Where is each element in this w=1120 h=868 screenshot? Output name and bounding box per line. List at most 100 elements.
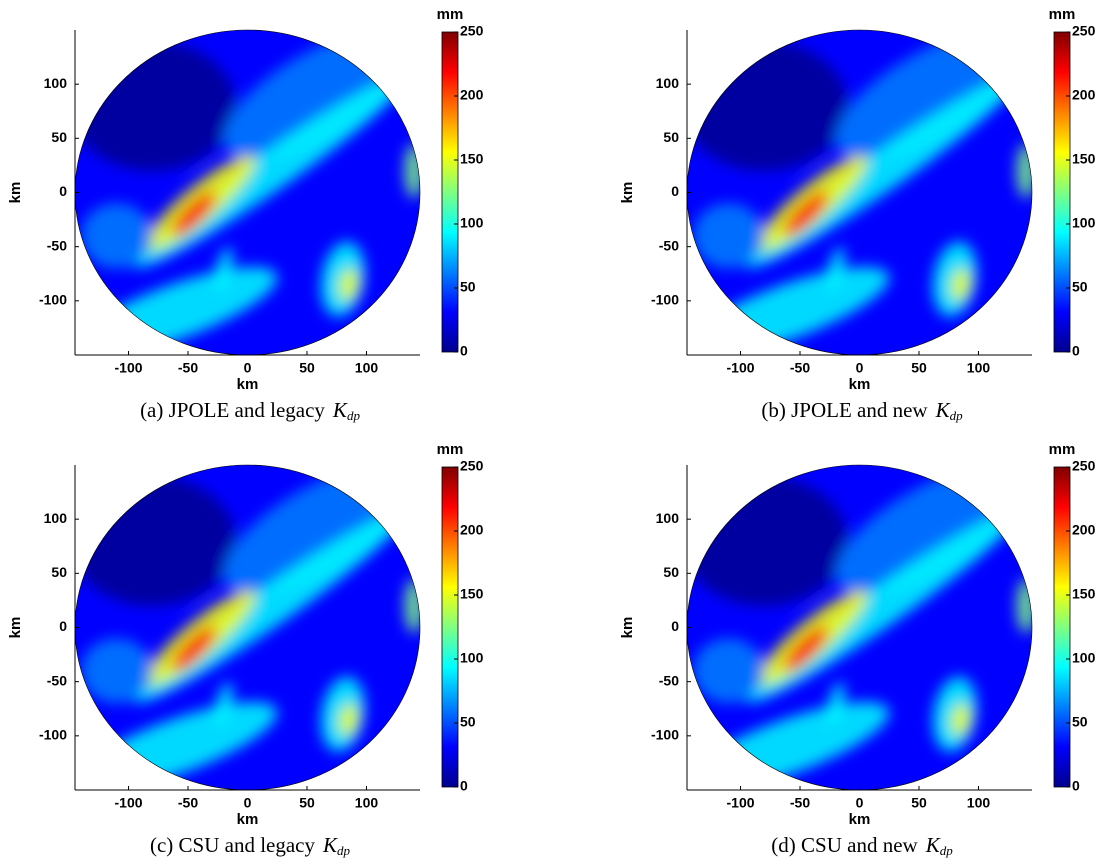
y-tick-label: 0 — [671, 183, 679, 199]
field-blob — [75, 475, 236, 606]
field-blob — [783, 627, 829, 672]
colorbar-tick-label: 100 — [1072, 650, 1096, 666]
y-tick-label: -50 — [659, 237, 679, 253]
y-tick-label: 50 — [51, 564, 67, 580]
caption: (d) CSU and new Kdp — [771, 833, 953, 858]
field-blob — [687, 40, 848, 171]
y-axis-label: km — [619, 617, 636, 639]
y-tick-label: 100 — [656, 75, 680, 91]
colorbar-tick-label: 0 — [1072, 778, 1080, 794]
caption-text: (a) JPOLE and legacy — [140, 398, 325, 422]
colorbar-tick-label: 200 — [460, 522, 484, 538]
colorbar-tick-label: 50 — [1072, 279, 1088, 295]
x-tick-label: -50 — [178, 360, 198, 376]
field-blob — [692, 203, 765, 269]
y-tick-label: 100 — [656, 510, 680, 526]
colorbar — [441, 31, 459, 353]
y-tick-label: -50 — [47, 672, 67, 688]
radar-field — [687, 465, 1032, 790]
field-blob — [404, 578, 420, 633]
y-tick-label: -100 — [39, 727, 67, 743]
colorbar-tick-label: 0 — [1072, 343, 1080, 359]
caption-symbol: K — [925, 833, 941, 857]
field-blob — [214, 247, 233, 290]
colorbar-tick-label: 150 — [460, 586, 484, 602]
x-axis-label: km — [237, 376, 259, 393]
field-blob — [950, 703, 971, 736]
caption-text: (d) CSU and new — [771, 833, 918, 857]
field-blob — [80, 203, 153, 269]
x-tick-label: -100 — [727, 795, 755, 811]
caption-symbol: K — [332, 398, 348, 422]
field-blob — [171, 192, 217, 237]
x-tick-label: 50 — [299, 360, 315, 376]
radar-field — [75, 465, 420, 790]
x-tick-label: 100 — [967, 360, 991, 376]
y-tick-label: -50 — [659, 672, 679, 688]
field-blob — [692, 638, 765, 704]
field-blob — [826, 682, 845, 725]
x-tick-label: -50 — [790, 795, 810, 811]
x-tick-label: 0 — [244, 795, 252, 811]
colorbar-tick-label: 200 — [1072, 522, 1096, 538]
x-tick-label: -50 — [178, 795, 198, 811]
y-tick-label: -100 — [651, 292, 679, 308]
y-tick-label: 100 — [44, 75, 68, 91]
field-blob — [783, 192, 829, 237]
x-tick-label: 0 — [856, 795, 864, 811]
x-tick-label: -100 — [115, 360, 143, 376]
y-tick-label: 0 — [59, 618, 67, 634]
caption-text: (c) CSU and legacy — [150, 833, 316, 857]
colorbar-tick-label: 250 — [460, 23, 484, 39]
x-tick-label: 0 — [856, 360, 864, 376]
x-tick-label: -50 — [790, 360, 810, 376]
colorbar-label: mm — [1049, 441, 1076, 458]
y-tick-label: 100 — [44, 510, 68, 526]
field-blob — [338, 268, 359, 301]
colorbar-tick-label: 0 — [460, 343, 468, 359]
y-tick-label: -50 — [47, 237, 67, 253]
radar-field — [75, 30, 420, 355]
colorbar-tick-label: 250 — [1072, 458, 1096, 474]
colorbar-tick-label: 50 — [460, 714, 476, 730]
x-tick-label: 50 — [911, 795, 927, 811]
x-tick-label: 100 — [355, 360, 379, 376]
colorbar-tick-label: 100 — [460, 215, 484, 231]
x-tick-label: 100 — [967, 795, 991, 811]
x-tick-label: 0 — [244, 360, 252, 376]
colorbar-tick-label: 0 — [460, 778, 468, 794]
caption-subscript: dp — [347, 408, 361, 423]
y-tick-label: 50 — [663, 129, 679, 145]
caption: (c) CSU and legacy Kdp — [150, 833, 351, 858]
caption: (b) JPOLE and new Kdp — [761, 398, 963, 423]
y-tick-label: 50 — [51, 129, 67, 145]
field-blob — [1016, 578, 1032, 633]
colorbar — [441, 466, 459, 788]
field-blob — [75, 40, 236, 171]
colorbar-tick-label: 150 — [1072, 151, 1096, 167]
x-tick-label: 100 — [355, 795, 379, 811]
colorbar-tick-label: 100 — [1072, 215, 1096, 231]
x-tick-label: 50 — [911, 360, 927, 376]
field-blob — [80, 638, 153, 704]
colorbar-label: mm — [437, 441, 464, 458]
colorbar-tick-label: 150 — [460, 151, 484, 167]
caption-subscript: dp — [950, 408, 964, 423]
field-blob — [950, 268, 971, 301]
caption-text: (b) JPOLE and new — [761, 398, 928, 422]
caption: (a) JPOLE and legacy Kdp — [140, 398, 360, 423]
caption-symbol: K — [322, 833, 338, 857]
field-blob — [171, 627, 217, 672]
field-blob — [338, 703, 359, 736]
x-axis-label: km — [849, 376, 871, 393]
caption-subscript: dp — [940, 843, 954, 858]
colorbar-tick-label: 100 — [460, 650, 484, 666]
caption-symbol: K — [935, 398, 951, 422]
field-blob — [1016, 143, 1032, 198]
x-axis-label: km — [237, 811, 259, 828]
colorbar-tick-label: 250 — [1072, 23, 1096, 39]
